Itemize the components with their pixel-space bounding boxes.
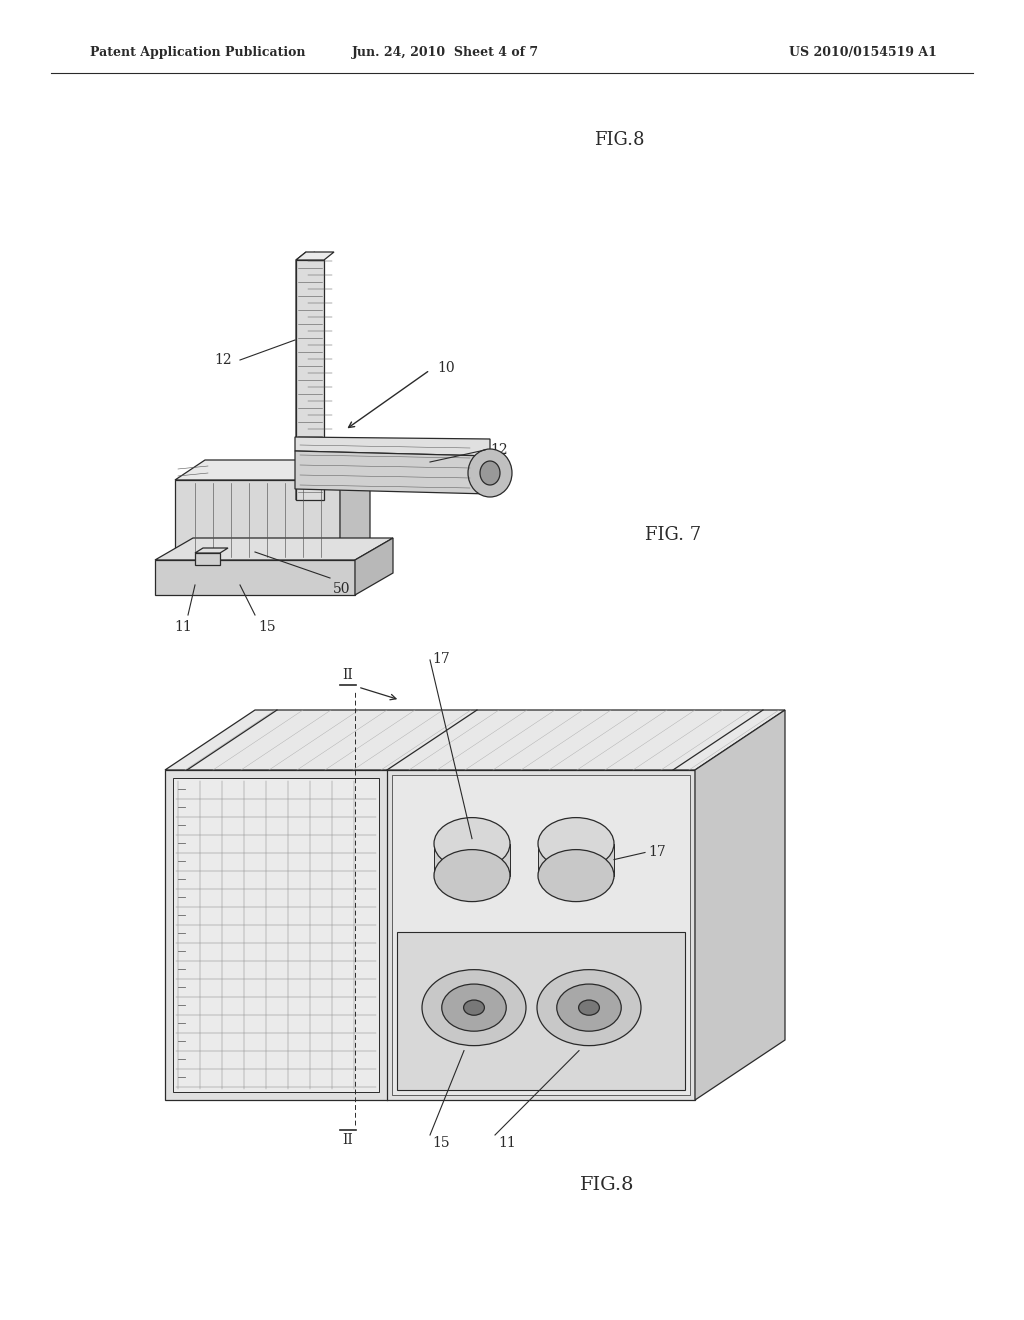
Ellipse shape bbox=[434, 817, 510, 870]
Polygon shape bbox=[155, 539, 393, 560]
Ellipse shape bbox=[538, 850, 614, 902]
Text: 12: 12 bbox=[490, 444, 508, 457]
Text: II: II bbox=[343, 668, 353, 682]
Ellipse shape bbox=[537, 970, 641, 1045]
Polygon shape bbox=[392, 775, 690, 1096]
Text: 11: 11 bbox=[498, 1137, 516, 1150]
Text: 12: 12 bbox=[214, 352, 232, 367]
Polygon shape bbox=[173, 777, 379, 1092]
Polygon shape bbox=[397, 932, 685, 1090]
Polygon shape bbox=[175, 480, 340, 560]
Polygon shape bbox=[538, 843, 614, 875]
Text: FIG.8: FIG.8 bbox=[594, 131, 644, 149]
Text: 11: 11 bbox=[174, 620, 191, 634]
Text: US 2010/0154519 A1: US 2010/0154519 A1 bbox=[790, 46, 937, 59]
Ellipse shape bbox=[480, 461, 500, 484]
Ellipse shape bbox=[538, 817, 614, 870]
Ellipse shape bbox=[557, 985, 622, 1031]
Polygon shape bbox=[195, 548, 228, 553]
Text: Jun. 24, 2010  Sheet 4 of 7: Jun. 24, 2010 Sheet 4 of 7 bbox=[352, 46, 539, 59]
Text: FIG.8: FIG.8 bbox=[580, 1176, 635, 1195]
Polygon shape bbox=[295, 437, 490, 455]
Polygon shape bbox=[165, 770, 695, 1100]
Text: Patent Application Publication: Patent Application Publication bbox=[90, 46, 305, 59]
Polygon shape bbox=[314, 252, 324, 500]
Polygon shape bbox=[296, 260, 324, 500]
Text: II: II bbox=[343, 1133, 353, 1147]
Text: FIG. 7: FIG. 7 bbox=[645, 525, 701, 544]
Polygon shape bbox=[355, 539, 393, 595]
Polygon shape bbox=[340, 459, 370, 560]
Text: 17: 17 bbox=[648, 846, 666, 859]
Polygon shape bbox=[195, 553, 220, 565]
Text: 15: 15 bbox=[258, 620, 275, 634]
Text: 17: 17 bbox=[432, 652, 450, 667]
Ellipse shape bbox=[422, 970, 526, 1045]
Ellipse shape bbox=[434, 850, 510, 902]
Ellipse shape bbox=[441, 985, 506, 1031]
Ellipse shape bbox=[468, 449, 512, 498]
Text: 10: 10 bbox=[437, 360, 455, 375]
Polygon shape bbox=[155, 560, 355, 595]
Ellipse shape bbox=[464, 1001, 484, 1015]
Polygon shape bbox=[295, 451, 490, 494]
Polygon shape bbox=[695, 710, 785, 1100]
Polygon shape bbox=[434, 843, 510, 875]
Polygon shape bbox=[165, 710, 785, 770]
Text: 15: 15 bbox=[432, 1137, 450, 1150]
Polygon shape bbox=[175, 459, 370, 480]
Polygon shape bbox=[296, 252, 306, 500]
Text: 50: 50 bbox=[333, 582, 350, 597]
Ellipse shape bbox=[579, 1001, 599, 1015]
Polygon shape bbox=[296, 252, 334, 260]
